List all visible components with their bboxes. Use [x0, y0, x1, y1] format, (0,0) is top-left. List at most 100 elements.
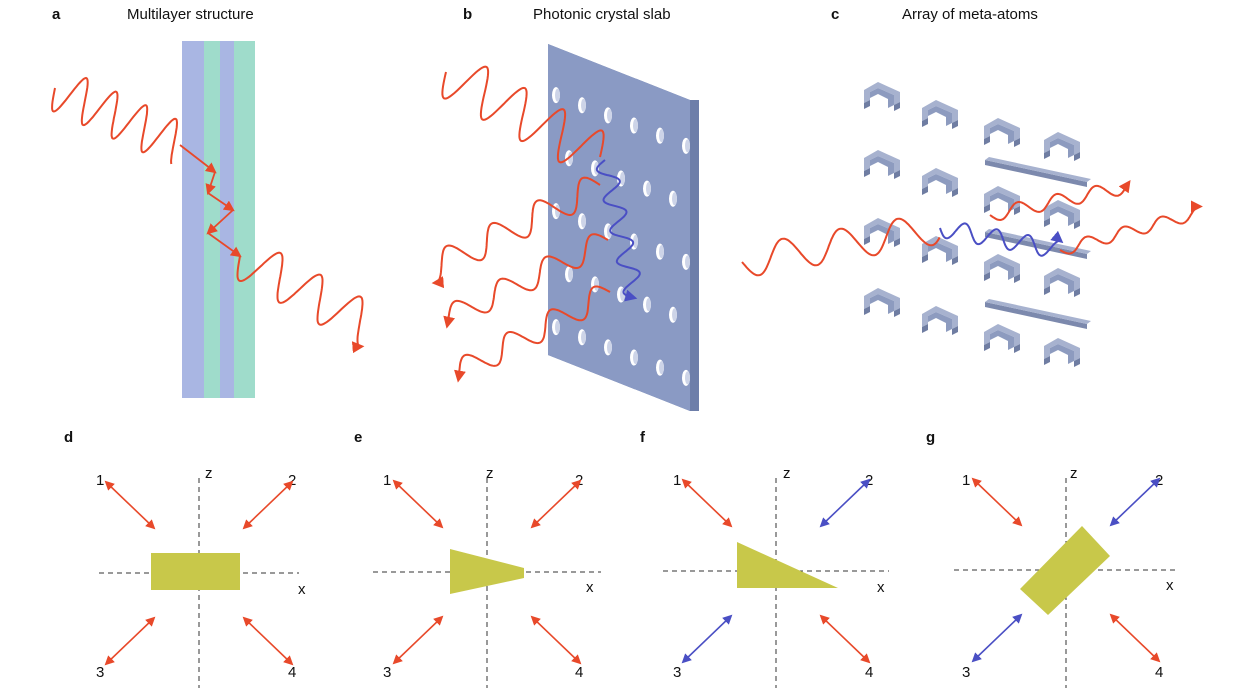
panel-d-x-label: x — [298, 581, 306, 598]
ring-side — [922, 324, 928, 333]
ring-side — [1014, 138, 1020, 147]
ring-inner — [870, 294, 894, 314]
ring-side — [952, 256, 958, 265]
panel-e-port-3: 3 — [383, 664, 392, 681]
ring-side — [922, 118, 928, 127]
ring-side — [1014, 274, 1020, 283]
split-ring — [864, 150, 900, 179]
internal-ray — [206, 209, 234, 235]
reflected-wave-1 — [431, 176, 601, 289]
split-ring — [864, 288, 900, 317]
air-hole-shade — [685, 371, 690, 385]
ring-side — [894, 238, 900, 247]
ring-top — [922, 168, 958, 191]
port-2-arrow — [1109, 477, 1161, 527]
ring-side — [1074, 288, 1080, 297]
port-3-arrow — [104, 616, 156, 666]
panel-d-z-label: z — [205, 465, 213, 482]
split-ring — [1044, 132, 1080, 161]
ring-side — [1074, 152, 1080, 161]
port-2-arrow — [530, 479, 582, 529]
panel-c-letter: c — [831, 6, 840, 23]
split-ring — [984, 186, 1020, 215]
panel-b-title: Photonic crystal slab — [533, 6, 671, 23]
panel-f-z-label: z — [783, 465, 791, 482]
split-ring — [922, 236, 958, 265]
ring-side — [1074, 358, 1080, 367]
panel-f-port-3: 3 — [673, 664, 682, 681]
air-hole-shade — [659, 245, 664, 259]
ring-top — [922, 100, 958, 123]
ring-top — [984, 186, 1020, 209]
panel-f-port-1: 1 — [673, 472, 682, 489]
layer-2 — [204, 41, 220, 398]
internal-ray — [179, 144, 217, 174]
rectangle-scatterer — [151, 553, 240, 590]
ring-side — [1044, 356, 1050, 365]
ring-top — [864, 82, 900, 105]
split-ring — [984, 324, 1020, 353]
air-hole-shade — [633, 235, 638, 249]
port-4-arrow — [1109, 613, 1161, 663]
port-1-arrow — [681, 478, 733, 528]
ring-side — [894, 102, 900, 111]
air-hole-shade — [672, 192, 677, 206]
ring-inner — [928, 242, 952, 262]
wire-rod — [985, 232, 1087, 259]
ring-side — [1044, 150, 1050, 159]
ring-inner — [870, 88, 894, 108]
ring-top — [984, 254, 1020, 277]
air-hole-shade — [555, 320, 560, 334]
scattered-wave-1 — [989, 180, 1131, 222]
ring-top — [984, 118, 1020, 141]
air-hole-shade — [633, 119, 638, 133]
tilted-rectangle-scatterer — [1020, 526, 1110, 615]
ring-side — [1074, 220, 1080, 229]
panel-d-diagram — [99, 478, 299, 688]
air-hole-shade — [581, 98, 586, 112]
ring-side — [894, 308, 900, 317]
port-1-arrow — [392, 479, 444, 529]
ring-side — [952, 120, 958, 129]
panel-g-port-3: 3 — [962, 664, 971, 681]
meta-atom-waves — [741, 180, 1203, 277]
port-2-arrow — [819, 478, 871, 528]
ring-side — [984, 272, 990, 281]
slab-holes — [552, 87, 690, 386]
ring-side — [1014, 206, 1020, 215]
panel-d-port-1: 1 — [96, 472, 105, 489]
panel-e-port-1: 1 — [383, 472, 392, 489]
air-hole-shade — [620, 171, 625, 185]
air-hole-shade — [581, 214, 586, 228]
air-hole-shade — [607, 108, 612, 122]
ring-side — [952, 188, 958, 197]
port-1-arrow — [971, 477, 1023, 527]
ring-top — [922, 306, 958, 329]
multilayer-stack — [182, 41, 255, 398]
air-hole-shade — [594, 277, 599, 291]
ring-side — [984, 204, 990, 213]
panel-a-title: Multilayer structure — [127, 6, 254, 23]
guided-wave — [595, 159, 641, 302]
port-4-arrow — [819, 614, 871, 664]
port-3-arrow — [392, 615, 444, 665]
ring-inner — [870, 156, 894, 176]
ring-inner — [1050, 344, 1074, 364]
air-hole-shade — [659, 129, 664, 143]
panel-g-x-label: x — [1166, 577, 1174, 594]
port-3-arrow — [681, 614, 733, 664]
air-hole-shade — [633, 351, 638, 365]
panel-f-x-label: x — [877, 579, 885, 596]
ring-top — [1044, 338, 1080, 361]
ring-side — [864, 168, 870, 177]
panel-d-port-2: 2 — [288, 472, 297, 489]
ring-inner — [1050, 138, 1074, 158]
ring-side — [984, 136, 990, 145]
port-2-arrow — [242, 480, 294, 530]
split-ring — [1044, 200, 1080, 229]
split-ring — [1044, 338, 1080, 367]
panel-d-port-3: 3 — [96, 664, 105, 681]
panel-e-z-label: z — [486, 465, 494, 482]
split-ring — [922, 100, 958, 129]
port-3-arrow — [971, 613, 1023, 663]
